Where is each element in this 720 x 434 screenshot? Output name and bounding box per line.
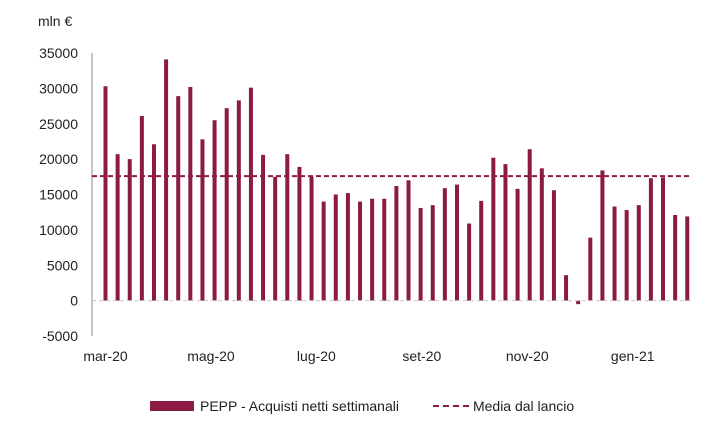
bar <box>261 154 266 301</box>
x-tick-labels: mar-20 mag-20 lug-20 set-20 nov-20 gen-21 <box>83 348 654 364</box>
bar <box>515 188 520 301</box>
bar <box>345 193 350 301</box>
bar <box>442 188 447 301</box>
bar <box>479 200 484 301</box>
y-tick-label: 30000 <box>39 80 78 96</box>
bar <box>527 149 532 301</box>
bar <box>600 170 605 301</box>
bar <box>333 194 338 301</box>
y-tick-label: 0 <box>70 293 78 309</box>
bar <box>624 210 629 301</box>
y-tick-label: 15000 <box>39 187 78 203</box>
bar <box>224 108 229 301</box>
y-tick-label: 25000 <box>39 116 78 132</box>
bar <box>176 96 181 301</box>
bar <box>115 154 120 301</box>
y-tick-label: -5000 <box>42 328 78 344</box>
bar <box>309 176 314 301</box>
bar <box>212 120 217 301</box>
bar <box>503 164 508 301</box>
bar <box>648 178 653 301</box>
bar <box>188 86 193 301</box>
bar <box>430 205 435 301</box>
bar <box>636 205 641 301</box>
bar <box>151 144 156 301</box>
bar <box>673 215 678 301</box>
bar <box>200 139 205 301</box>
x-tick-label: set-20 <box>402 348 441 364</box>
bar <box>661 177 666 301</box>
bar <box>358 201 363 301</box>
bar <box>297 166 302 301</box>
bar <box>382 198 387 301</box>
legend: PEPP - Acquisti netti settimanali Media … <box>150 398 608 414</box>
y-tick-labels: -5000 0 5000 10000 15000 20000 25000 30000 35000 <box>39 45 78 344</box>
y-unit-label: mln € <box>38 13 72 29</box>
bar <box>539 168 544 301</box>
bar <box>467 223 472 301</box>
bar <box>551 190 556 301</box>
bar <box>236 100 241 301</box>
bar <box>164 59 169 301</box>
y-tick-label: 10000 <box>39 222 78 238</box>
bar <box>588 237 593 301</box>
legend-swatch-bars <box>150 401 194 411</box>
bar <box>418 207 423 301</box>
bar <box>103 86 108 301</box>
y-tick-label: 20000 <box>39 151 78 167</box>
legend-label-bars: PEPP - Acquisti netti settimanali <box>200 398 399 414</box>
y-tick-label: 5000 <box>47 257 78 273</box>
x-tick-label: mar-20 <box>83 348 128 364</box>
bar <box>564 275 569 301</box>
legend-item-average: Media dal lancio <box>432 398 575 414</box>
legend-item-bars: PEPP - Acquisti netti settimanali <box>150 398 399 414</box>
bar <box>285 154 290 301</box>
x-tick-label: lug-20 <box>297 348 336 364</box>
y-tick-label: 35000 <box>39 45 78 61</box>
bar <box>491 157 496 301</box>
bar <box>248 87 253 301</box>
bar <box>370 198 375 301</box>
bar <box>321 201 326 301</box>
bar <box>273 176 278 301</box>
x-tick-label: nov-20 <box>506 348 549 364</box>
legend-label-average: Media dal lancio <box>472 398 575 414</box>
x-tick-label: gen-21 <box>611 348 655 364</box>
x-tick-label: mag-20 <box>187 348 235 364</box>
bar <box>406 180 411 301</box>
bar <box>127 159 132 301</box>
bar <box>612 206 617 301</box>
bar <box>394 186 399 301</box>
bar <box>454 184 459 301</box>
legend-swatch-average <box>432 405 469 407</box>
bar <box>685 216 690 301</box>
bar-series <box>103 59 690 305</box>
bar <box>139 115 144 301</box>
bar <box>576 300 581 305</box>
